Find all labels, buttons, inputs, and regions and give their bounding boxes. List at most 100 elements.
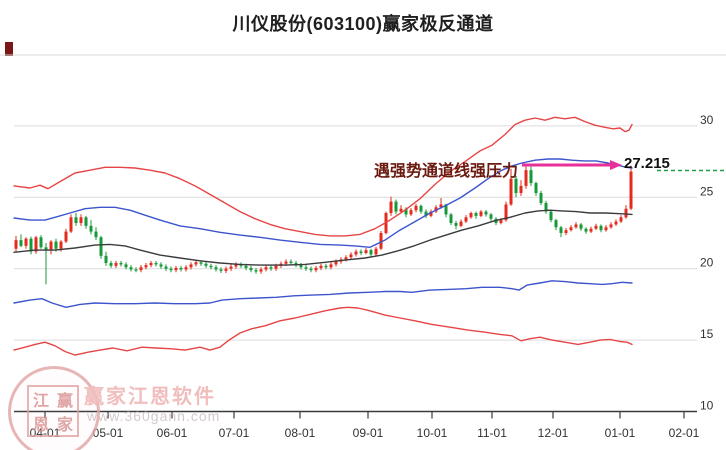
pressure-arrow	[522, 160, 622, 170]
candle-body	[319, 265, 323, 268]
x-tick-label: 11-01	[477, 426, 507, 440]
y-tick-label: 20	[700, 256, 714, 270]
x-tick-label: 04-01	[30, 426, 61, 440]
x-tick-label: 02-01	[669, 426, 700, 440]
candle-body	[379, 233, 383, 249]
candle-body	[389, 201, 393, 214]
candle-body	[164, 266, 168, 269]
candle-body	[499, 220, 503, 224]
candle-body	[34, 237, 38, 252]
candle-body	[119, 262, 123, 265]
candle-body	[154, 262, 158, 265]
candle-body	[134, 269, 138, 271]
x-tick-label: 05-01	[93, 426, 124, 440]
candle-body	[409, 210, 413, 215]
candle-body	[439, 204, 443, 208]
candle-body	[14, 240, 18, 249]
candle-body	[334, 261, 338, 265]
candle-body	[219, 269, 223, 271]
candle-body	[199, 262, 203, 264]
candle-body	[89, 225, 93, 232]
candle-body	[399, 208, 403, 212]
candle-body	[594, 225, 598, 229]
candle-body	[114, 262, 118, 266]
y-tick-label: 15	[700, 327, 714, 341]
candle-body	[549, 211, 553, 221]
x-axis: 04-01 05-01 06-01 07-01 08-01 09-01 10-01 11-01…	[14, 410, 700, 440]
candle-body	[574, 224, 578, 228]
candle-body	[44, 247, 48, 251]
candle-body	[559, 227, 563, 233]
candle-body	[519, 185, 523, 194]
candle-body	[59, 241, 63, 249]
y-tick-label: 25	[700, 184, 714, 198]
candle-body	[459, 221, 463, 226]
upper-rail-red	[13, 116, 633, 237]
candle-body	[259, 269, 263, 272]
candle-body	[364, 250, 368, 253]
candle-body	[349, 254, 353, 258]
candle-body	[414, 205, 418, 211]
candle-body	[124, 264, 128, 268]
candle-body	[184, 267, 188, 270]
candle-body	[374, 248, 378, 255]
candle-body	[504, 204, 508, 221]
candle-body	[424, 211, 428, 216]
candle-body	[509, 178, 513, 205]
candle-body	[84, 217, 88, 226]
candle-body	[149, 262, 153, 266]
candle-body	[514, 178, 518, 194]
x-tick-label: 12-01	[538, 426, 569, 440]
candle-body	[169, 268, 173, 271]
candle-body	[144, 265, 148, 268]
x-tick-label: 01-01	[605, 426, 636, 440]
candle-body	[249, 267, 253, 271]
candle-body	[609, 224, 613, 228]
candle-body	[139, 267, 143, 271]
lower-life-blue	[13, 280, 633, 308]
candle-body	[449, 214, 453, 224]
candle-body	[564, 230, 568, 233]
lower-rail-red	[13, 306, 633, 356]
candle-body	[204, 263, 208, 266]
candle-body	[74, 217, 78, 224]
candle-body	[54, 241, 58, 249]
candle-body	[194, 262, 198, 265]
candle-body	[599, 225, 603, 231]
candle-body	[269, 267, 273, 269]
candle-body	[109, 262, 113, 266]
candle-body	[214, 267, 218, 270]
candle-body	[479, 211, 483, 216]
candle-body	[39, 237, 43, 248]
candle-body	[229, 266, 233, 269]
candle-body	[304, 267, 308, 269]
candle-body	[539, 193, 543, 204]
candle-body	[129, 267, 133, 270]
candle-body	[484, 211, 488, 215]
candle-body	[224, 268, 228, 271]
decision-line-black	[13, 209, 633, 266]
candle-body	[464, 217, 468, 222]
candle-body	[584, 228, 588, 232]
candle-body	[394, 201, 398, 212]
candle-body	[309, 268, 313, 271]
candle-body	[619, 217, 623, 222]
annotation-label: 遇强势通道线强压力	[374, 163, 519, 180]
candle-body	[209, 265, 213, 268]
candle-body	[454, 223, 458, 226]
candle-body	[534, 183, 538, 194]
x-tick-label: 08-01	[285, 426, 316, 440]
candle-body	[24, 238, 28, 246]
candle-body	[264, 267, 268, 270]
candle-body	[324, 265, 328, 268]
candle-body	[64, 231, 68, 242]
candle-body	[524, 170, 528, 186]
candle-body	[529, 170, 533, 184]
candle-body	[244, 265, 248, 268]
x-tick-label: 09-01	[353, 426, 384, 440]
candlesticks	[14, 165, 633, 285]
candle-body	[314, 267, 318, 271]
candle-body	[489, 214, 493, 219]
